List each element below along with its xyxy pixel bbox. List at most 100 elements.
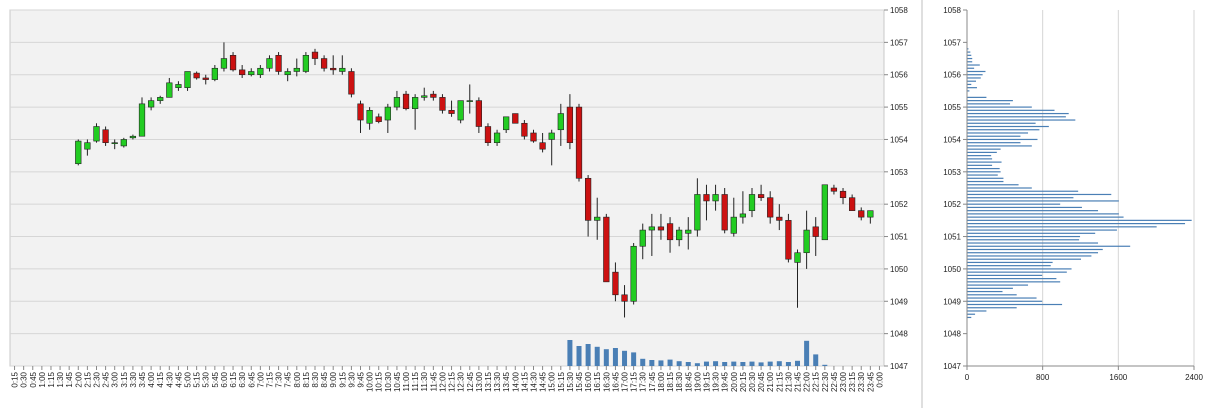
volume-bar [603, 349, 609, 366]
candle-body-down [849, 197, 856, 211]
profile-x-tick-label: 800 [1036, 373, 1050, 382]
profile-bar [967, 177, 1004, 179]
candle-body-down [612, 271, 619, 296]
candle-body-down [621, 294, 628, 302]
time-tick-label: 16:45 [611, 371, 620, 392]
candle-body-down [721, 194, 728, 231]
candle-body-down [439, 97, 446, 111]
time-tick-label: 10:30 [384, 371, 393, 392]
time-tick-label: 1:30 [56, 371, 65, 387]
profile-bar [967, 158, 993, 160]
profile-y-tick-label: 1057 [943, 38, 961, 47]
candle-body-up [867, 210, 874, 218]
time-tick-label: 0:45 [29, 371, 38, 387]
time-tick-label: 2:15 [83, 371, 92, 387]
candle-body-down [330, 67, 337, 71]
candle-body-down [202, 77, 209, 80]
candle-body-down [475, 100, 482, 127]
volume-bar [567, 340, 573, 366]
time-tick-label: 23:15 [848, 371, 857, 392]
profile-bar [967, 245, 1131, 247]
profile-bar [967, 51, 971, 53]
time-tick-label: 0:30 [20, 371, 29, 387]
volume-bar [676, 361, 682, 366]
price-tick-label: 1058 [890, 6, 908, 15]
time-tick-label: 11:30 [420, 371, 429, 391]
profile-bar [967, 116, 1066, 118]
profile-bar [967, 281, 1061, 283]
profile-y-tick-label: 1058 [943, 6, 961, 15]
profile-bar [967, 197, 1074, 199]
profile-bar [967, 258, 1081, 260]
candle-body-up [685, 229, 692, 234]
profile-bar [967, 310, 987, 312]
time-tick-label: 7:00 [256, 371, 265, 387]
profile-bar [967, 125, 1049, 128]
time-tick-label: 18:30 [675, 371, 684, 392]
time-tick-label: 20:15 [739, 371, 748, 392]
time-tick-label: 8:45 [320, 371, 329, 387]
time-tick-label: 0:15 [11, 371, 20, 387]
profile-bar [967, 248, 1103, 251]
time-tick-label: 14:30 [529, 371, 538, 392]
price-plot-area [9, 9, 885, 367]
volume-bar [758, 362, 764, 366]
time-tick-label: 21:30 [784, 371, 793, 392]
candle-body-down [430, 93, 437, 98]
profile-y-tick-label: 1055 [943, 103, 961, 112]
profile-bar [967, 171, 1001, 173]
profile-bar [967, 77, 981, 79]
profile-y-tick-label: 1049 [943, 297, 961, 306]
candle-body-down [858, 210, 865, 218]
candle-body-up [676, 229, 683, 241]
volume-bar [813, 354, 819, 366]
time-tick-label: 7:30 [275, 371, 284, 387]
time-tick-label: 1:00 [38, 371, 47, 387]
candle-body-down [102, 129, 109, 143]
profile-bar [967, 138, 1038, 141]
time-tick-label: 9:15 [338, 371, 347, 387]
time-tick-label: 16:15 [593, 371, 602, 392]
candle-body-down [767, 197, 774, 218]
profile-bar [967, 119, 1076, 121]
time-tick-label: 17:00 [621, 371, 630, 392]
profile-bar [967, 122, 1036, 124]
price-tick-label: 1054 [890, 135, 908, 144]
profile-bar [967, 64, 980, 66]
time-tick-label: 1:45 [65, 371, 74, 387]
profile-bar [967, 61, 973, 63]
profile-bar [967, 226, 1157, 228]
profile-bar [967, 145, 1032, 147]
time-tick-label: 12:15 [448, 371, 457, 392]
time-tick-label: 20:00 [730, 371, 739, 392]
time-tick-label: 2:30 [92, 371, 101, 387]
time-tick-label: 5:45 [211, 371, 220, 387]
price-tick-label: 1050 [890, 265, 908, 274]
candle-body-up [384, 106, 391, 121]
time-tick-label: 14:15 [520, 371, 529, 392]
time-tick-label: 17:30 [639, 371, 648, 392]
profile-bar [967, 223, 1186, 225]
candle-body-down [357, 103, 364, 121]
time-tick-label: 12:45 [466, 371, 475, 392]
time-tick-label: 3:45 [138, 371, 147, 387]
profile-bar [967, 303, 1063, 306]
profile-bar [967, 287, 1013, 289]
time-tick-label: 23:30 [857, 371, 866, 392]
profile-bar [967, 70, 986, 73]
candle-body-up [630, 245, 637, 302]
profile-y-tick-label: 1051 [943, 233, 961, 242]
time-tick-label: 7:45 [284, 371, 293, 387]
candle-body-down [402, 93, 410, 110]
candle-body-up [466, 100, 473, 102]
time-tick-label: 18:45 [684, 371, 693, 392]
profile-bar [967, 232, 1096, 234]
time-tick-label: 4:45 [174, 371, 183, 387]
profile-bar [967, 164, 993, 166]
candle-body-down [512, 113, 519, 124]
time-tick-label: 4:30 [165, 371, 174, 387]
candle-body-up [84, 142, 91, 150]
time-tick-label: 22:45 [830, 371, 839, 392]
candle-body-down [484, 126, 492, 143]
